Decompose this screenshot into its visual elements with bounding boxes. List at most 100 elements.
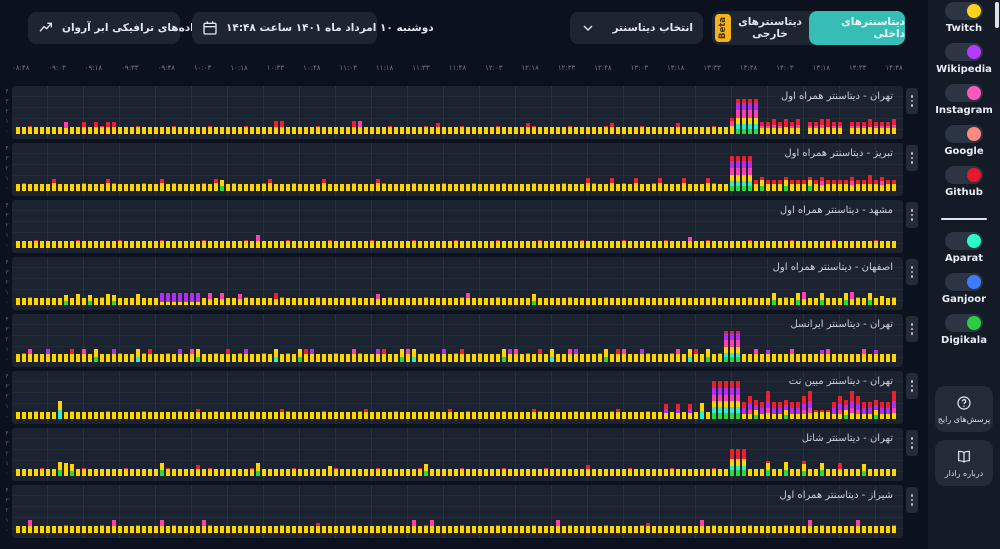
bar [118,240,122,248]
bar [160,240,164,248]
bar [154,298,158,305]
bar [82,183,86,191]
bar [274,184,278,191]
bar [310,184,314,191]
bar [118,526,122,533]
bar [550,184,554,191]
faq-button[interactable]: پرسش‌های رایج [935,386,993,432]
service-toggle-twitch[interactable] [945,2,983,20]
service-toggle-ganjoor[interactable] [945,273,983,291]
bar [610,526,614,533]
bar [442,412,446,419]
bar [688,127,692,134]
bar [562,412,566,419]
bar [346,127,350,134]
bar [100,297,104,305]
bar [226,298,230,305]
bar [706,412,710,419]
service-toggle-google[interactable] [944,125,983,143]
bar [850,526,854,533]
row-menu-button[interactable] [906,373,918,399]
bar [202,127,206,134]
chart-bars [16,206,896,248]
bar [796,354,800,362]
bar [790,298,794,305]
bar [676,241,680,248]
service-toggle-github[interactable] [945,166,983,184]
bar [466,293,470,305]
bar [190,469,194,476]
external-datacenters-option[interactable]: دیتاسنترهای خارجی [738,16,802,40]
bar [232,526,236,533]
bar [364,241,368,248]
bar [688,526,692,533]
bar [292,412,296,419]
bar [712,183,716,191]
bar [76,526,80,533]
bar [454,469,458,476]
bar [664,298,668,305]
bar [334,468,338,476]
bar [352,349,356,362]
bar [622,298,626,305]
service-toggle-digikala[interactable] [944,314,983,332]
bar [766,298,770,305]
bar [64,184,68,191]
bar [778,354,782,362]
bar [532,525,536,533]
bar [190,127,194,134]
bar [136,126,140,134]
row-menu-button[interactable] [906,202,918,228]
chart-panel: اصفهان - دیتاسنتر همراه اول [12,257,903,310]
row-menu-button[interactable] [906,430,918,456]
service-toggle-wikipedia[interactable] [945,43,983,61]
bar [496,525,500,533]
scrollbar-thumb[interactable] [995,2,999,28]
bar [844,469,848,476]
row-menu-button[interactable] [906,487,918,513]
traffic-data-button[interactable]: داده‌های ترافیکی ابر آروان [28,12,199,44]
service-toggle-instagram[interactable] [944,84,983,102]
bar [136,294,140,305]
bar [556,469,560,476]
bar [436,241,440,248]
bar [604,469,608,476]
row-menu-button[interactable] [906,316,918,342]
bar [250,354,254,362]
service-toggle-aparat[interactable] [944,232,983,250]
bar [214,411,218,419]
internal-datacenters-option[interactable]: دیتاسنترهای داخلی [809,11,905,45]
datetime-display[interactable]: دوشنبه ۱۰ امرداد ماه ۱۴۰۱ ساعت ۱۴:۴۸ [192,12,434,44]
bar [484,526,488,533]
datacenter-select[interactable]: انتخاب دیتاسنتر [570,12,703,44]
bar [844,354,848,362]
bar [406,412,410,419]
bar [886,354,890,362]
bar [694,469,698,476]
bar [262,353,266,362]
bar [460,525,464,533]
bar [130,298,134,305]
row-menu-button[interactable] [906,259,918,285]
bar [778,298,782,305]
bar [676,297,680,305]
about-radar-button[interactable]: درباره رادار [935,440,993,486]
bar [190,526,194,533]
bar [724,241,728,248]
row-menu-button[interactable] [906,88,918,114]
bar [556,298,560,305]
bar [718,298,722,305]
bar [874,298,878,305]
bar [436,526,440,533]
bar [538,469,542,476]
bar [418,354,422,362]
bar [400,241,404,248]
bar [856,180,860,191]
bar [220,293,224,305]
row-menu-button[interactable] [906,145,918,171]
bar [820,177,824,191]
bar [412,183,416,191]
bar [508,127,512,134]
bar [592,354,596,362]
